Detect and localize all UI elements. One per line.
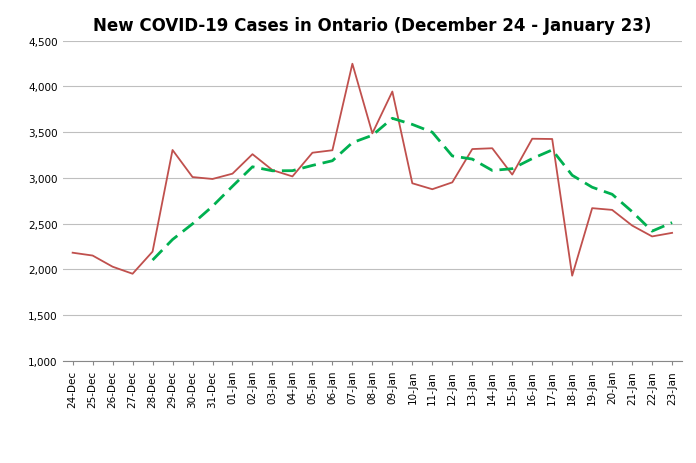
Title: New COVID-19 Cases in Ontario (December 24 - January 23): New COVID-19 Cases in Ontario (December …	[93, 17, 651, 35]
